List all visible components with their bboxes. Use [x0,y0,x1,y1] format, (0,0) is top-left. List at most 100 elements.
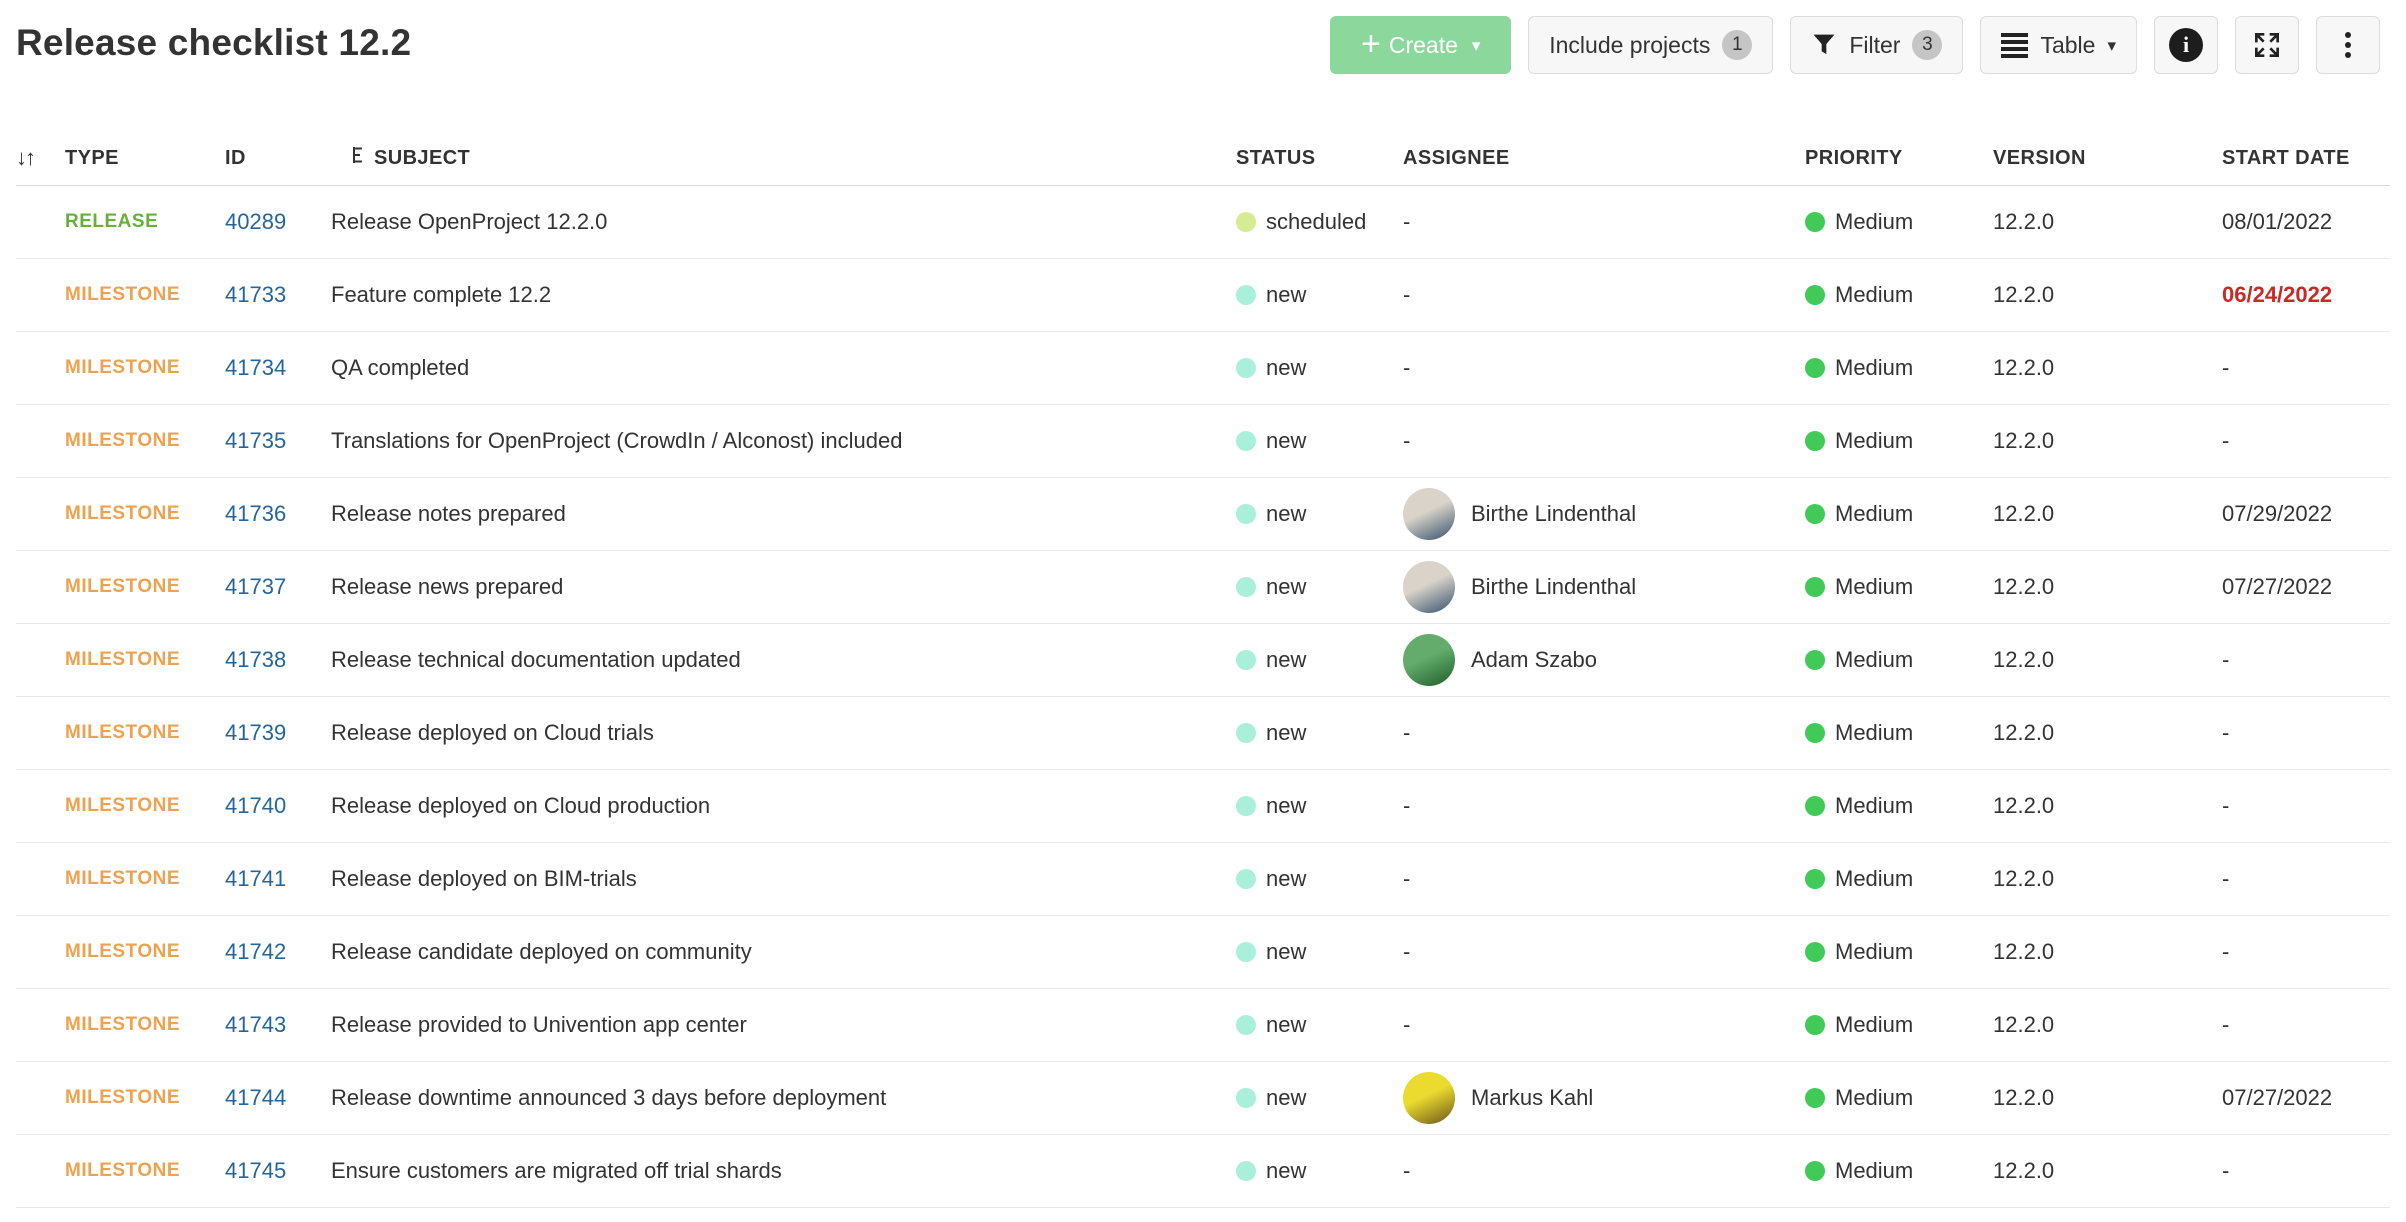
toolbar: + Create ▾ Include projects 1 Filter 3 T… [1330,16,2380,74]
table-row[interactable]: MILESTONE 41737 Release news prepared ne… [16,551,2390,624]
work-package-id-link[interactable]: 41741 [225,866,287,891]
assignee-name[interactable]: Birthe Lindenthal [1471,501,1637,526]
column-header-start-date[interactable]: START DATE [2222,146,2350,169]
column-header-version[interactable]: VERSION [1993,146,2086,169]
work-package-id-link[interactable]: 41737 [225,574,287,599]
create-button-label: Create [1388,31,1458,58]
work-package-id-link[interactable]: 41738 [225,647,287,672]
work-package-id-link[interactable]: 40289 [225,209,287,234]
subject-text[interactable]: Translations for OpenProject (CrowdIn / … [331,428,903,453]
type-label: MILESTONE [65,1087,180,1108]
work-package-id-link[interactable]: 41733 [225,282,287,307]
subject-text[interactable]: Release deployed on BIM-trials [331,866,637,891]
table-row[interactable]: MILESTONE 41743 Release provided to Univ… [16,989,2390,1062]
version-label[interactable]: 12.2.0 [1993,1085,2055,1110]
table-row[interactable]: MILESTONE 41740 Release deployed on Clou… [16,770,2390,843]
column-header-subject[interactable]: SUBJECT [331,145,1236,171]
column-header-priority[interactable]: PRIORITY [1805,146,1903,169]
assignee-cell: - [1403,1158,1805,1184]
table-row[interactable]: MILESTONE 41745 Ensure customers are mig… [16,1135,2390,1208]
table-row[interactable]: MILESTONE 41739 Release deployed on Clou… [16,697,2390,770]
include-projects-count-badge: 1 [1722,30,1753,60]
column-header-id[interactable]: ID [225,146,246,169]
work-package-id-link[interactable]: 41739 [225,720,287,745]
subject-text[interactable]: Release provided to Univention app cente… [331,1012,747,1037]
create-button[interactable]: + Create ▾ [1330,16,1512,74]
subject-text[interactable]: Release news prepared [331,574,564,599]
table-row[interactable]: MILESTONE 41733 Feature complete 12.2 ne… [16,259,2390,332]
table-row[interactable]: MILESTONE 41738 Release technical docume… [16,624,2390,697]
more-menu-button[interactable] [2316,16,2380,74]
include-projects-button[interactable]: Include projects 1 [1528,16,1774,74]
version-label[interactable]: 12.2.0 [1993,1158,2055,1183]
column-header-type[interactable]: TYPE [65,146,119,169]
table-row[interactable]: MILESTONE 41736 Release notes prepared n… [16,478,2390,551]
start-date: 07/27/2022 [2222,574,2333,599]
work-package-id-link[interactable]: 41734 [225,355,287,380]
subject-text[interactable]: Feature complete 12.2 [331,282,552,307]
assignee-cell: - [1403,866,1805,892]
type-label: MILESTONE [65,649,180,670]
subject-text[interactable]: Release candidate deployed on community [331,939,752,964]
table-row[interactable]: RELEASE 40289 Release OpenProject 12.2.0… [16,186,2390,259]
version-label[interactable]: 12.2.0 [1993,209,2055,234]
work-package-id-link[interactable]: 41736 [225,501,287,526]
version-label[interactable]: 12.2.0 [1993,720,2055,745]
version-label[interactable]: 12.2.0 [1993,282,2055,307]
avatar [1403,1072,1455,1124]
version-label[interactable]: 12.2.0 [1993,501,2055,526]
subject-text[interactable]: QA completed [331,355,470,380]
version-label[interactable]: 12.2.0 [1993,1012,2055,1037]
column-header-assignee[interactable]: ASSIGNEE [1403,146,1510,169]
work-package-id-link[interactable]: 41742 [225,939,287,964]
fullscreen-button[interactable] [2235,16,2299,74]
assignee-empty: - [1403,1012,1411,1037]
expand-arrows-icon [2251,29,2283,61]
sort-icon[interactable]: ↓↑ [16,145,36,170]
version-label[interactable]: 12.2.0 [1993,647,2055,672]
assignee-cell: Markus Kahl [1403,1072,1805,1124]
table-row[interactable]: MILESTONE 41741 Release deployed on BIM-… [16,843,2390,916]
assignee-name[interactable]: Adam Szabo [1471,647,1597,672]
work-packages-table: ↓↑ TYPE ID SUBJECT STATUS ASSIGNEE PRIOR… [0,131,2406,1208]
table-row[interactable]: MILESTONE 41744 Release downtime announc… [16,1062,2390,1135]
subject-text[interactable]: Release notes prepared [331,501,566,526]
version-label[interactable]: 12.2.0 [1993,428,2055,453]
info-button[interactable]: i [2154,16,2218,74]
priority-label: Medium [1835,355,1914,380]
work-package-id-link[interactable]: 41745 [225,1158,287,1183]
work-package-id-link[interactable]: 41744 [225,1085,287,1110]
subject-text[interactable]: Release downtime announced 3 days before… [331,1085,887,1110]
priority-label: Medium [1835,428,1914,453]
status-label: new [1266,866,1307,891]
assignee-cell: - [1403,939,1805,965]
filter-funnel-icon [1811,32,1837,58]
version-label[interactable]: 12.2.0 [1993,939,2055,964]
subject-text[interactable]: Release deployed on Cloud production [331,793,711,818]
subject-text[interactable]: Release OpenProject 12.2.0 [331,209,608,234]
work-package-id-link[interactable]: 41735 [225,428,287,453]
version-label[interactable]: 12.2.0 [1993,355,2055,380]
priority-label: Medium [1835,939,1914,964]
assignee-name[interactable]: Markus Kahl [1471,1085,1594,1110]
version-label[interactable]: 12.2.0 [1993,866,2055,891]
table-row[interactable]: MILESTONE 41734 QA completed new - Mediu… [16,332,2390,405]
status-label: new [1266,720,1307,745]
view-mode-table-button[interactable]: Table ▾ [1980,16,2137,74]
work-package-id-link[interactable]: 41743 [225,1012,287,1037]
assignee-name[interactable]: Birthe Lindenthal [1471,574,1637,599]
subject-text[interactable]: Ensure customers are migrated off trial … [331,1158,782,1183]
subject-text[interactable]: Release deployed on Cloud trials [331,720,654,745]
assignee-cell: - [1403,1012,1805,1038]
assignee-cell: Birthe Lindenthal [1403,488,1805,540]
version-label[interactable]: 12.2.0 [1993,574,2055,599]
start-date: 07/29/2022 [2222,501,2333,526]
subject-text[interactable]: Release technical documentation updated [331,647,741,672]
column-header-status[interactable]: STATUS [1236,146,1316,169]
assignee-cell: - [1403,355,1805,381]
filter-button[interactable]: Filter 3 [1790,16,1964,74]
table-row[interactable]: MILESTONE 41742 Release candidate deploy… [16,916,2390,989]
table-row[interactable]: MILESTONE 41735 Translations for OpenPro… [16,405,2390,478]
version-label[interactable]: 12.2.0 [1993,793,2055,818]
work-package-id-link[interactable]: 41740 [225,793,287,818]
